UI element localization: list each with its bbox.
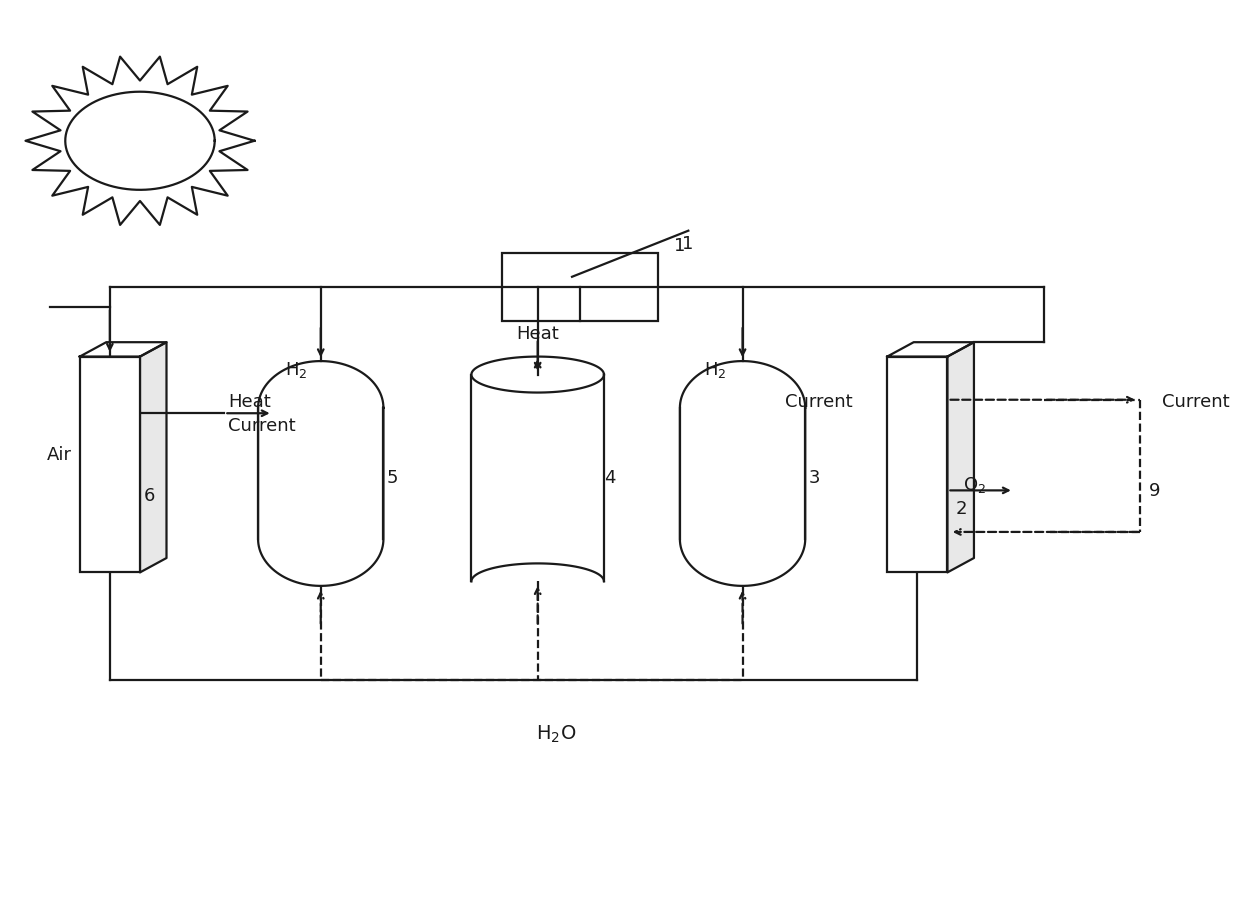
Text: Heat: Heat <box>228 392 270 410</box>
Text: 5: 5 <box>387 469 398 487</box>
Polygon shape <box>887 342 973 356</box>
Bar <box>501 253 658 320</box>
Polygon shape <box>258 361 383 586</box>
Text: O$_2$: O$_2$ <box>963 475 986 495</box>
Bar <box>79 356 140 573</box>
Text: 2: 2 <box>956 501 967 519</box>
Text: H$_2$: H$_2$ <box>285 360 308 380</box>
Polygon shape <box>947 342 973 573</box>
Polygon shape <box>471 356 604 392</box>
Text: Heat: Heat <box>516 325 559 343</box>
Bar <box>887 356 947 573</box>
Text: 1: 1 <box>682 235 693 253</box>
Text: 9: 9 <box>1148 483 1161 501</box>
Text: Current: Current <box>228 417 295 435</box>
Text: H$_2$O: H$_2$O <box>536 723 575 745</box>
Text: Air: Air <box>47 446 72 465</box>
Polygon shape <box>680 361 805 586</box>
Text: 3: 3 <box>808 469 821 487</box>
Text: 4: 4 <box>604 469 615 487</box>
Text: Current: Current <box>1162 392 1230 410</box>
Text: 6: 6 <box>144 487 155 505</box>
Text: H$_2$: H$_2$ <box>703 360 727 380</box>
Polygon shape <box>79 342 166 356</box>
Polygon shape <box>140 342 166 573</box>
Text: Current: Current <box>785 392 852 410</box>
Text: 1: 1 <box>673 237 686 255</box>
